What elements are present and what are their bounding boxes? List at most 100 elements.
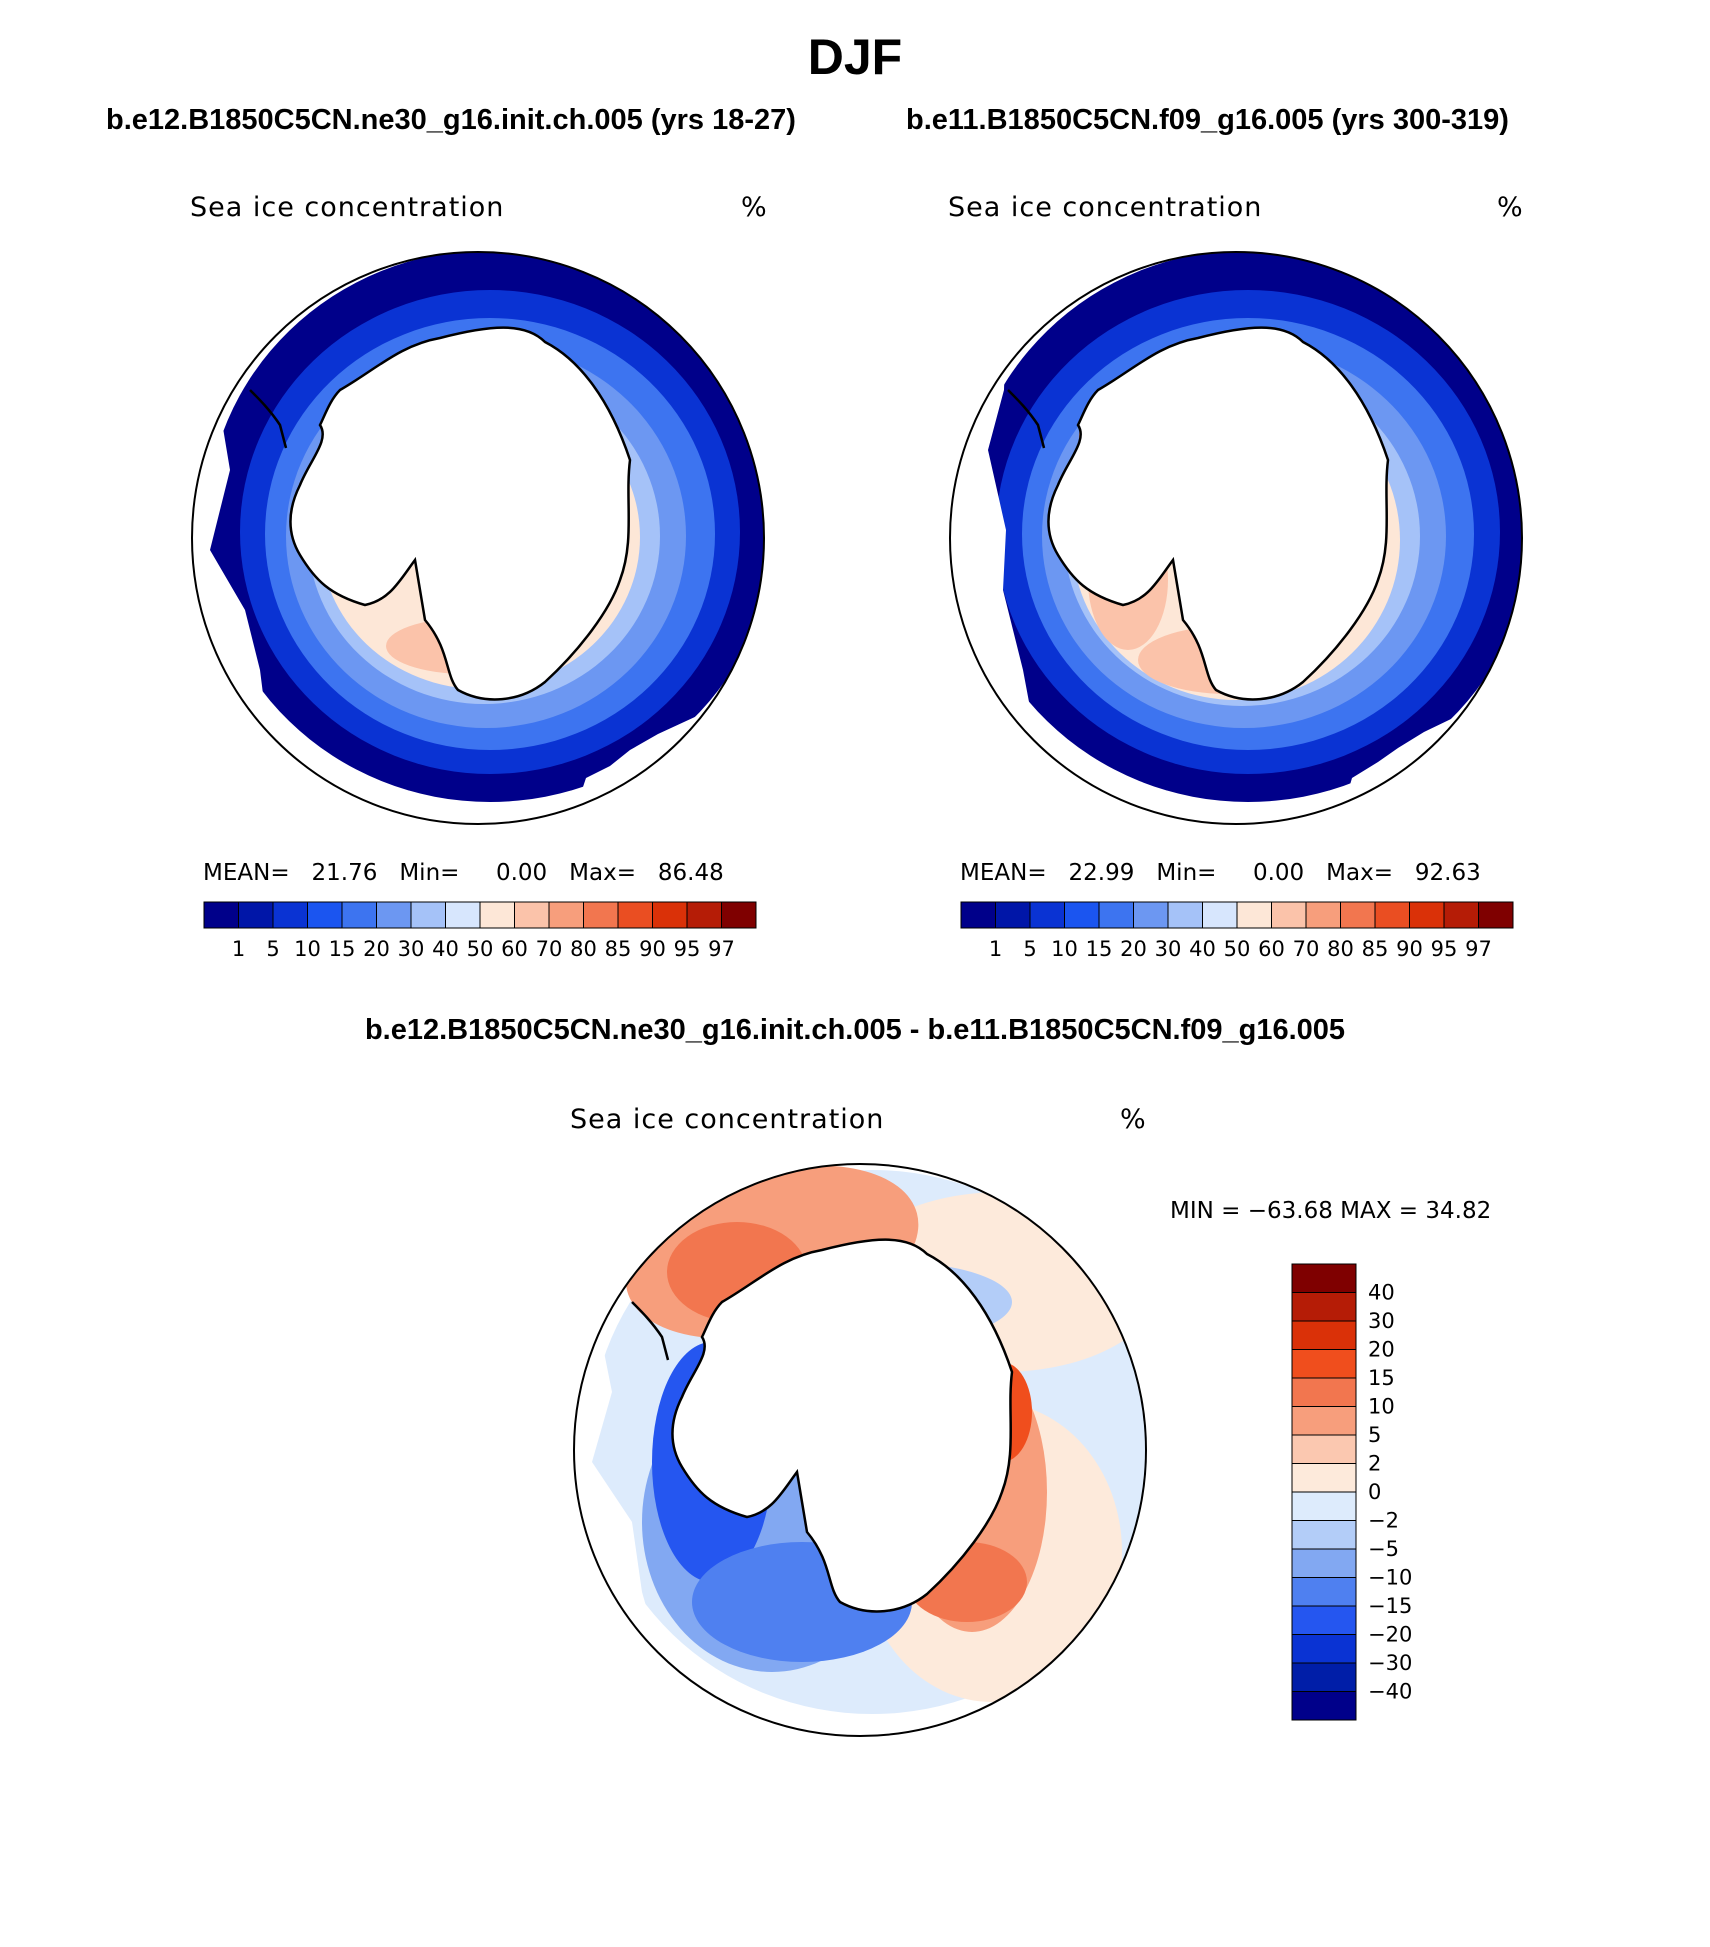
colorbar-tick-label: 5 [266,937,279,961]
colorbar-tick-label: 15 [1086,937,1113,961]
colorbar-swatch [1291,1349,1357,1379]
colorbar-swatch [1133,901,1169,929]
colorbar-tick-label: 97 [1465,937,1492,961]
colorbar-tick-label: 40 [1189,937,1216,961]
map-boundary [573,1163,1147,1737]
colorbar-swatch [721,901,757,929]
colorbar-tick-label: 40 [432,937,459,961]
colorbar-swatch [514,901,550,929]
colorbar-swatch [376,901,412,929]
colorbar-tick-label: 20 [1368,1338,1395,1362]
panel-right-title: b.e11.B1850C5CN.f09_g16.005 (yrs 300-319… [906,104,1509,136]
colorbar-tick-label: −15 [1368,1594,1412,1618]
colorbar-tick-label: 50 [1224,937,1251,961]
colorbar-swatch [1291,1292,1357,1322]
colorbar-tick-label: 85 [1362,937,1389,961]
colorbar-swatch [1291,1320,1357,1350]
colorbar-tick-label: 80 [1327,937,1354,961]
antarctic-peninsula [249,389,288,449]
colorbar-swatch [583,901,619,929]
colorbar-swatch [445,901,481,929]
colorbar-swatch [1478,901,1514,929]
colorbar-swatch [1291,1662,1357,1692]
colorbar-tick-label: 80 [570,937,597,961]
colorbar-swatch [1202,901,1238,929]
colorbar-tick-label: 1 [232,937,245,961]
panel-right-variable: Sea ice concentration [948,192,1263,223]
colorbar-tick-label: 70 [1293,937,1320,961]
figure-title: DJF [807,29,903,85]
colorbar-swatch [1374,901,1410,929]
colorbar-tick-label: 95 [674,937,701,961]
colorbar-swatch [1291,1605,1357,1635]
colorbar-swatch [1409,901,1445,929]
colorbar-tick-label: 50 [467,937,494,961]
colorbar-tick-label: 1 [989,937,1002,961]
colorbar-swatch [1305,901,1341,929]
map-boundary [949,251,1523,825]
colorbar-swatch [410,901,446,929]
antarctica-coastline [1047,326,1390,701]
colorbar-tick-label: −10 [1368,1566,1412,1590]
colorbar-tick-label: 97 [708,937,735,961]
colorbar-tick-label: −20 [1368,1623,1412,1647]
colorbar-swatch [307,901,343,929]
colorbar-tick-label: 0 [1368,1480,1381,1504]
colorbar-swatch [1291,1548,1357,1578]
colorbar-swatch [960,901,996,929]
diff-panel-minmax: MIN = −63.68 MAX = 34.82 [1170,1198,1492,1224]
colorbar-tick-label: 90 [639,937,666,961]
colorbar-swatch [1340,901,1376,929]
colorbar-swatch [1291,1406,1357,1436]
panel-left-title: b.e12.B1850C5CN.ne30_g16.init.ch.005 (yr… [106,104,796,136]
colorbar-swatch [1291,1577,1357,1607]
colorbar-tick-label: 30 [1155,937,1182,961]
panel-right-stats: MEAN= 22.99 Min= 0.00 Max= 92.63 [960,860,1481,886]
colorbar-swatch [1291,1520,1357,1550]
colorbar-swatch [995,901,1031,929]
colorbar-swatch [1291,1463,1357,1493]
antarctica-coastline [289,326,632,701]
colorbar-swatch [1029,901,1065,929]
colorbar-swatch [238,901,274,929]
colorbar-tick-label: 2 [1368,1452,1381,1476]
panel-left-variable: Sea ice concentration [190,192,505,223]
colorbar-tick-label: 20 [363,937,390,961]
colorbar-swatch [1236,901,1272,929]
colorbar-tick-label: 40 [1368,1281,1395,1305]
panel-right-units: % [1497,192,1524,223]
colorbar-swatch [203,901,239,929]
colorbar-tick-label: 30 [398,937,425,961]
antarctic-peninsula [631,1301,670,1361]
map-right [949,251,1523,825]
colorbar-swatch [1291,1634,1357,1664]
colorbar-tick-label: 85 [605,937,632,961]
map-boundary [191,251,765,825]
antarctica-coastline [671,1238,1014,1613]
colorbar-tick-label: 5 [1368,1423,1381,1447]
panel-left-stats: MEAN= 21.76 Min= 0.00 Max= 86.48 [203,860,724,886]
colorbar-swatch [1291,1263,1357,1293]
colorbar-tick-label: −40 [1368,1680,1412,1704]
colorbar-swatch [548,901,584,929]
colorbar-left: 1 5 10 15 20 30 40 50 60 70 80 85 90 95 97 [203,901,757,961]
colorbar-swatch [686,901,722,929]
colorbar-tick-label: 15 [1368,1366,1395,1390]
colorbar-swatch [652,901,688,929]
colorbar-swatch [479,901,515,929]
diff-panel-title: b.e12.B1850C5CN.ne30_g16.init.ch.005 - b… [364,1014,1346,1046]
colorbar-tick-label: 90 [1396,937,1423,961]
map-diff [573,1163,1147,1737]
colorbar-tick-label: −2 [1368,1509,1399,1533]
antarctic-peninsula [1007,389,1046,449]
colorbar-swatch [341,901,377,929]
colorbar-swatch [1291,1434,1357,1464]
diff-panel-variable: Sea ice concentration [570,1104,885,1135]
colorbar-swatch [1291,1691,1357,1721]
colorbar-swatch [1443,901,1479,929]
colorbar-swatch [1064,901,1100,929]
colorbar-tick-label: 10 [1051,937,1078,961]
colorbar-tick-label: −5 [1368,1537,1399,1561]
colorbar-tick-label: −30 [1368,1651,1412,1675]
